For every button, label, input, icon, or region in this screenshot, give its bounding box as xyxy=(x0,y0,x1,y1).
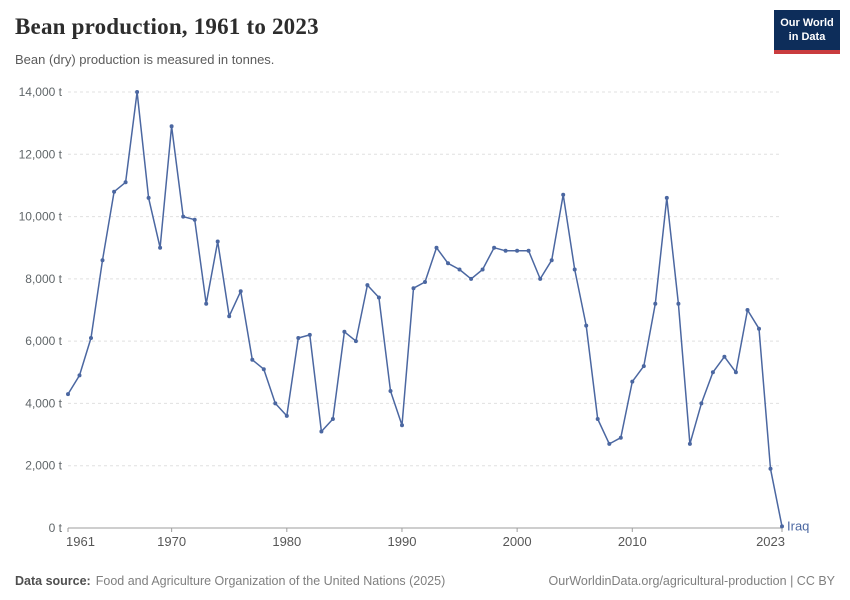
page-title: Bean production, 1961 to 2023 xyxy=(15,14,319,39)
data-point[interactable] xyxy=(699,401,704,406)
y-axis-tick-label: 0 t xyxy=(49,521,63,535)
page-subtitle: Bean (dry) production is measured in ton… xyxy=(15,52,275,67)
x-axis-tick-label: 1970 xyxy=(157,534,186,549)
data-point[interactable] xyxy=(112,189,117,194)
series-label-iraq[interactable]: Iraq xyxy=(787,518,809,533)
data-point[interactable] xyxy=(273,401,278,406)
data-point[interactable] xyxy=(158,245,163,250)
data-point[interactable] xyxy=(388,389,393,393)
data-point[interactable] xyxy=(100,258,105,263)
y-axis-tick-label: 8,000 t xyxy=(25,272,62,286)
x-axis-tick-label: 1961 xyxy=(66,534,95,549)
chart-footer: Data source: Food and Agriculture Organiz… xyxy=(15,574,835,588)
data-point[interactable] xyxy=(146,195,151,200)
data-point[interactable] xyxy=(664,195,669,200)
data-point[interactable] xyxy=(238,289,243,294)
y-axis-tick-label: 14,000 t xyxy=(19,85,63,99)
y-axis-tick-label: 2,000 t xyxy=(25,459,62,473)
data-source-note: Data source: Food and Agriculture Organiz… xyxy=(15,574,445,588)
data-point[interactable] xyxy=(515,248,520,253)
data-point[interactable] xyxy=(768,466,773,471)
data-point[interactable] xyxy=(607,441,612,446)
data-point[interactable] xyxy=(215,239,220,244)
data-point[interactable] xyxy=(261,367,266,372)
data-point[interactable] xyxy=(296,336,301,340)
data-point[interactable] xyxy=(722,354,727,359)
data-point[interactable] xyxy=(319,429,324,434)
data-point[interactable] xyxy=(181,214,186,219)
data-point[interactable] xyxy=(330,417,335,421)
x-axis-tick-label: 2010 xyxy=(618,534,647,549)
data-point[interactable] xyxy=(307,332,312,337)
data-point[interactable] xyxy=(411,286,416,291)
data-point[interactable] xyxy=(365,283,370,288)
owid-logo[interactable]: Our World in Data xyxy=(774,10,840,54)
x-axis-tick-label: 2000 xyxy=(503,534,532,549)
y-axis-tick-label: 6,000 t xyxy=(25,334,62,348)
data-source-text: Food and Agriculture Organization of the… xyxy=(95,574,446,588)
data-point[interactable] xyxy=(549,258,554,263)
data-point[interactable] xyxy=(492,245,497,250)
data-point[interactable] xyxy=(710,370,715,375)
data-point[interactable] xyxy=(204,301,209,306)
data-point[interactable] xyxy=(757,326,761,331)
data-source-label: Data source: xyxy=(15,574,91,588)
data-point[interactable] xyxy=(676,301,681,306)
x-axis-tick-label: 1980 xyxy=(272,534,301,549)
data-point[interactable] xyxy=(733,370,738,375)
data-point[interactable] xyxy=(641,364,646,369)
data-point[interactable] xyxy=(584,323,589,328)
owid-logo-line1: Our World xyxy=(780,17,834,29)
data-point[interactable] xyxy=(457,267,462,272)
data-point[interactable] xyxy=(745,308,750,312)
data-point[interactable] xyxy=(123,180,128,185)
data-point[interactable] xyxy=(66,392,70,397)
data-point[interactable] xyxy=(353,339,358,344)
data-point[interactable] xyxy=(446,261,450,266)
data-point[interactable] xyxy=(89,336,93,340)
y-axis-tick-label: 4,000 t xyxy=(25,396,62,410)
data-point[interactable] xyxy=(687,441,692,446)
license-text: | CC BY xyxy=(786,574,835,588)
y-axis-tick-label: 12,000 t xyxy=(19,147,63,161)
attribution-note: OurWorldinData.org/agricultural-producti… xyxy=(549,574,835,588)
data-point[interactable] xyxy=(572,267,577,272)
owid-logo-line2: in Data xyxy=(788,31,826,44)
data-point[interactable] xyxy=(469,276,474,281)
data-point[interactable] xyxy=(169,124,174,129)
data-point[interactable] xyxy=(653,301,658,306)
y-axis-tick-label: 10,000 t xyxy=(19,210,63,224)
data-point[interactable] xyxy=(561,192,566,197)
data-point[interactable] xyxy=(434,245,439,250)
data-point[interactable] xyxy=(630,379,635,384)
data-point[interactable] xyxy=(423,280,427,284)
data-point[interactable] xyxy=(526,248,531,253)
data-point[interactable] xyxy=(227,314,232,319)
data-point[interactable] xyxy=(480,267,485,272)
x-axis-tick-label: 1990 xyxy=(388,534,417,549)
data-point[interactable] xyxy=(595,417,600,421)
data-point[interactable] xyxy=(538,276,543,281)
data-point[interactable] xyxy=(135,90,140,94)
data-point[interactable] xyxy=(284,413,289,418)
data-point[interactable] xyxy=(376,295,381,300)
data-point[interactable] xyxy=(618,435,623,440)
series-line-iraq[interactable] xyxy=(67,91,783,528)
owid-url-link[interactable]: OurWorldinData.org/agricultural-producti… xyxy=(548,574,787,588)
data-point[interactable] xyxy=(192,217,197,222)
data-point[interactable] xyxy=(77,373,82,378)
x-axis-tick-label: 2023 xyxy=(756,534,785,549)
data-point[interactable] xyxy=(400,423,404,428)
data-point[interactable] xyxy=(342,329,347,334)
data-point[interactable] xyxy=(780,524,784,529)
data-point[interactable] xyxy=(250,357,255,362)
data-point[interactable] xyxy=(503,248,508,253)
